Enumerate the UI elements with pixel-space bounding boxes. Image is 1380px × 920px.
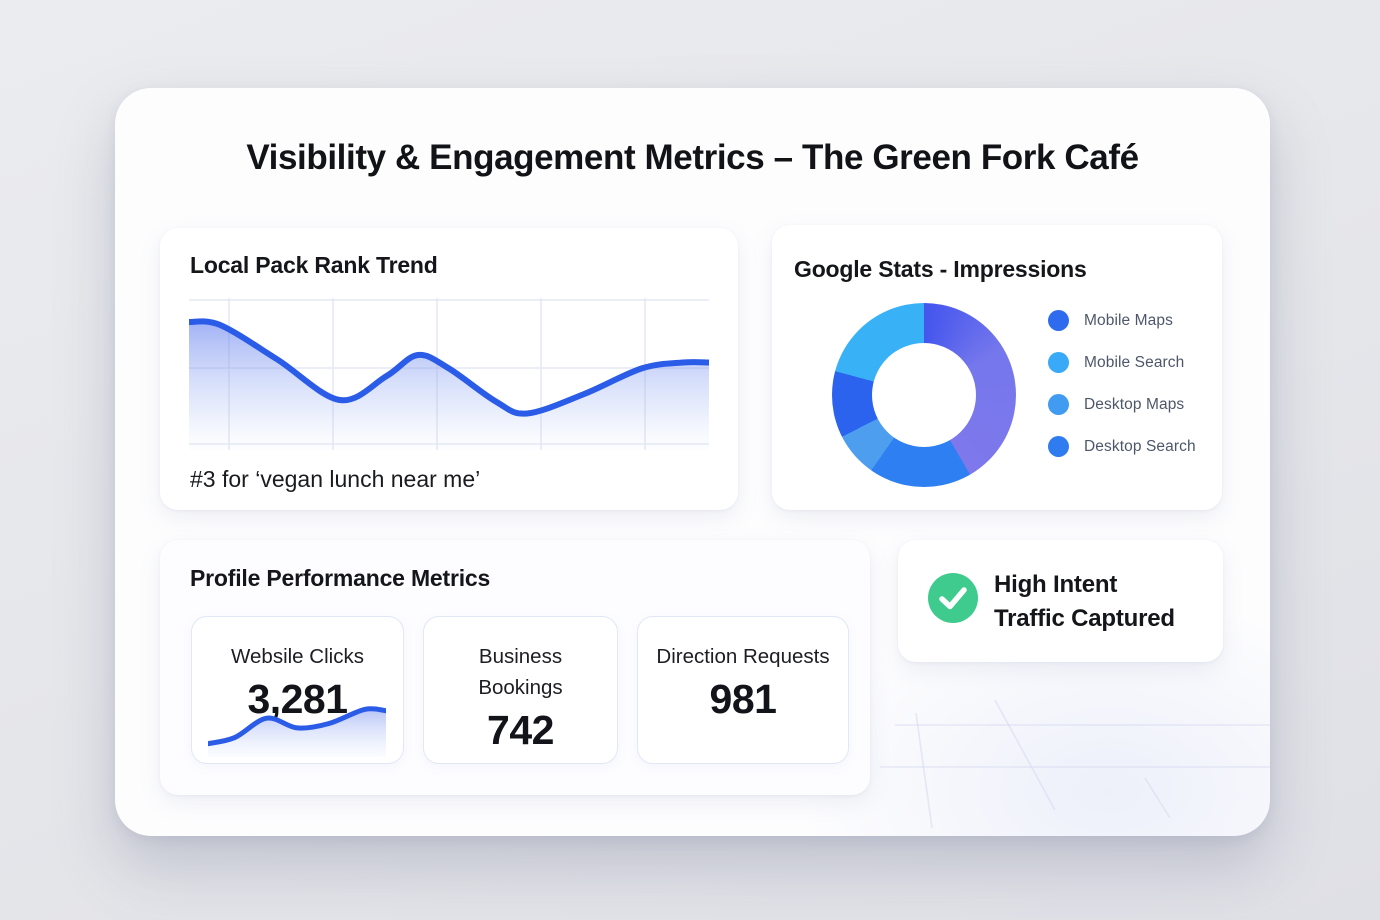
legend-label: Mobile Search [1084,353,1185,371]
impressions-card-title: Google Stats - Impressions [794,256,1087,282]
stat-label: Websile Clicks [231,645,364,668]
legend-item-desktop-maps: Desktop Maps [1048,394,1196,415]
legend-item-mobile-maps: Mobile Maps [1048,310,1196,331]
legend-item-mobile-search: Mobile Search [1048,352,1196,373]
stats-row: Websile Clicks 3,281 Business Bookings 742 D… [191,616,849,764]
check-circle-icon [928,573,978,623]
impressions-donut-chart [832,303,1016,487]
desktop-search-swatch-icon [1048,436,1069,457]
mobile-maps-swatch-icon [1048,310,1069,331]
legend-label: Mobile Maps [1084,311,1173,329]
legend-label: Desktop Maps [1084,395,1185,413]
legend-item-desktop-search: Desktop Search [1048,436,1196,457]
impressions-legend: Mobile Maps Mobile Search Desktop Maps Desk… [1048,310,1196,478]
rank-trend-area [189,321,709,450]
stat-box-websile-clicks: Websile Clicks 3,281 [191,616,404,764]
rank-caption: #3 for ‘vegan lunch near me’ [190,466,481,492]
impressions-card: Google Stats - Impressions Mobile Maps Mo… [772,225,1222,510]
high-intent-line1: High Intent [994,571,1118,598]
stat-box-business-bookings: Business Bookings 742 [423,616,618,764]
website-clicks-sparkline [208,706,386,757]
donut-hole [872,343,976,447]
rank-trend-chart [189,298,709,450]
high-intent-card: High Intent Traffic Captured [898,540,1223,662]
rank-trend-line [189,318,709,417]
stat-label: Business Bookings [478,645,563,699]
stat-value: 981 [709,676,777,722]
page-title: Visibility & Engagement Metrics – The Gr… [246,138,1139,177]
mobile-search-swatch-icon [1048,352,1069,373]
local-pack-rank-card: Local Pack Rank Trend [160,228,738,510]
desktop-maps-swatch-icon [1048,394,1069,415]
profile-metrics-card: Profile Performance Metrics Websile Clic… [160,540,870,795]
rank-card-title: Local Pack Rank Trend [190,252,438,278]
stat-value: 3,281 [247,676,348,722]
high-intent-line2: Traffic Captured [994,605,1175,632]
dashboard-panel: Visibility & Engagement Metrics – The Gr… [115,88,1270,836]
profile-metrics-title: Profile Performance Metrics [190,565,491,591]
stat-label: Direction Requests [656,645,830,668]
stat-value: 742 [487,707,554,753]
high-intent-text: High Intent Traffic Captured [994,568,1175,636]
legend-label: Desktop Search [1084,437,1196,455]
stat-box-direction-requests: Direction Requests 981 [637,616,849,764]
